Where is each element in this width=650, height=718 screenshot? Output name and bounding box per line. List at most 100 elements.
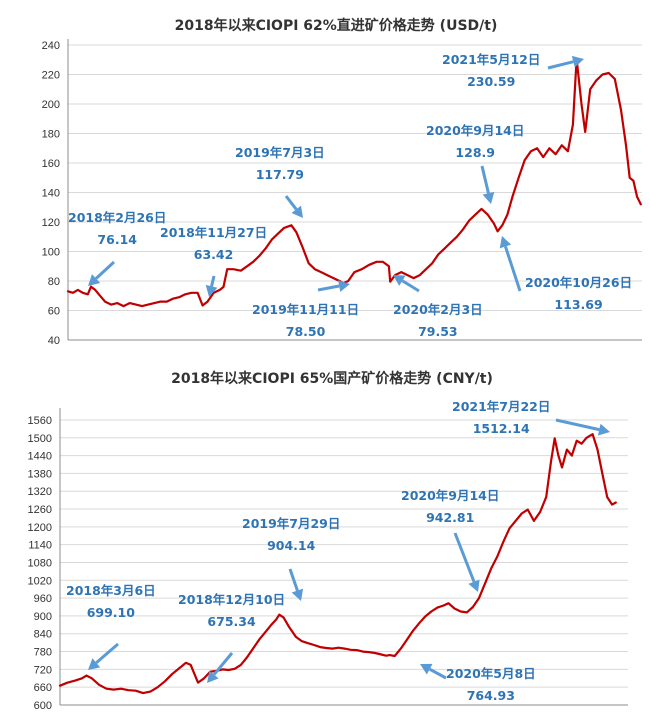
annotation-arrow (547, 60, 574, 70)
y-tick-label: 120 (42, 217, 60, 229)
annotation-arrow (317, 284, 340, 292)
chart-1: 2018年以来CIOPI 62%直进矿价格走势 (USD/t) 40 60 80 100… (42, 17, 642, 347)
annotation-arrowhead (420, 663, 433, 675)
y-tick-label: 1320 (28, 486, 52, 498)
annotation-arrow (284, 195, 298, 211)
price-series-line (58, 433, 617, 695)
chart-title: 2018年以来CIOPI 65%国产矿价格走势 (CNY/t) (171, 370, 493, 387)
annotation-arrowhead (338, 280, 350, 292)
annotation: 2020年9月14日 942.81 (401, 488, 499, 592)
y-tick-label: 780 (34, 647, 52, 659)
annotation: 2018年11月27日 63.42 (160, 225, 267, 297)
annotation-date: 2018年2月26日 (68, 210, 166, 225)
chart-2: 2018年以来CIOPI 65%国产矿价格走势 (CNY/t) 600 660 720… (28, 370, 628, 712)
annotation-date: 2019年7月29日 (242, 516, 340, 531)
annotation: 2018年3月6日 699.10 (66, 583, 156, 670)
y-tick-label: 1140 (28, 540, 52, 552)
annotation: 2019年7月3日 117.79 (235, 145, 325, 218)
annotation-value: 76.14 (97, 232, 137, 247)
annotation-arrow (288, 568, 299, 592)
annotation-arrowhead (393, 275, 406, 286)
y-tick-label: 1500 (28, 433, 52, 445)
annotation: 2020年5月8日 764.93 (420, 663, 536, 703)
annotation-arrowhead (291, 205, 303, 218)
annotation-arrowhead (88, 658, 101, 670)
annotation-arrow (428, 667, 447, 680)
annotation-arrowhead (597, 423, 610, 436)
annotation-date: 2020年9月14日 (426, 123, 524, 138)
annotation: 2020年2月3日 79.53 (393, 275, 483, 339)
annotation-arrow (210, 275, 216, 287)
annotation-date: 2019年11月11日 (252, 302, 359, 317)
annotation: 2021年7月22日 1512.14 (452, 399, 610, 436)
annotation-value: 942.81 (426, 510, 474, 525)
annotation-value: 117.79 (256, 167, 304, 182)
y-tick-label: 1200 (28, 522, 52, 534)
annotation-value: 128.9 (455, 145, 495, 160)
annotation-arrow (95, 260, 116, 280)
annotation-value: 113.69 (554, 297, 602, 312)
annotation-arrowhead (88, 274, 101, 286)
annotation-date: 2018年11月27日 (160, 225, 267, 240)
y-tick-label: 160 (42, 158, 60, 170)
annotation-date: 2020年10月26日 (525, 275, 632, 290)
y-tick-label: 660 (34, 682, 52, 694)
annotation: 2019年11月11日 78.50 (252, 280, 359, 339)
price-series-line (66, 57, 642, 308)
annotation-arrow (401, 279, 420, 293)
annotation-arrowhead (291, 588, 304, 601)
annotation-value: 79.53 (418, 324, 458, 339)
annotation-value: 675.34 (207, 614, 256, 629)
annotation-arrow (95, 642, 119, 664)
y-tick-label: 140 (42, 188, 60, 200)
y-tick-label: 840 (34, 629, 52, 641)
annotation-arrowhead (207, 670, 219, 683)
y-tick-label: 100 (42, 247, 60, 259)
annotation-arrow (555, 418, 600, 432)
annotation-value: 1512.14 (473, 421, 530, 436)
annotation: 2019年7月29日 904.14 (242, 516, 340, 601)
annotation-date: 2020年5月8日 (446, 666, 536, 681)
y-tick-label: 900 (34, 611, 52, 623)
annotation-value: 904.14 (267, 538, 316, 553)
annotation-arrow (503, 245, 522, 292)
annotation-arrowhead (499, 236, 512, 249)
annotation: 2020年10月26日 113.69 (499, 236, 632, 312)
annotation-value: 63.42 (194, 247, 234, 262)
annotation-date: 2021年7月22日 (452, 399, 550, 414)
annotation-arrowhead (482, 191, 495, 204)
y-tick-label: 240 (42, 40, 60, 52)
y-tick-label: 80 (48, 276, 60, 288)
annotation-arrow (212, 652, 234, 676)
y-tick-label: 180 (42, 129, 60, 141)
annotation-arrowhead (571, 55, 584, 68)
y-tick-label: 40 (48, 335, 60, 347)
y-tick-label: 1440 (28, 451, 52, 463)
annotation-date: 2020年9月14日 (401, 488, 499, 503)
y-tick-label: 1260 (28, 504, 52, 516)
annotation: 2020年9月14日 128.9 (426, 123, 524, 204)
annotation-value: 230.59 (467, 74, 515, 89)
y-tick-label: 1380 (28, 468, 52, 480)
annotation-arrowhead (468, 579, 480, 592)
y-tick-label: 720 (34, 664, 52, 676)
y-tick-label: 220 (42, 70, 60, 82)
annotation: 2018年2月26日 76.14 (68, 210, 166, 286)
chart-title: 2018年以来CIOPI 62%直进矿价格走势 (USD/t) (175, 17, 498, 34)
annotation-date: 2019年7月3日 (235, 145, 325, 160)
annotation-arrow (480, 165, 490, 194)
annotation-arrow (453, 532, 476, 583)
annotation-value: 699.10 (87, 605, 136, 620)
y-tick-label: 1080 (28, 557, 52, 569)
annotation-date: 2018年3月6日 (66, 583, 156, 598)
annotation: 2021年5月12日 230.59 (442, 52, 584, 89)
annotation-date: 2020年2月3日 (393, 302, 483, 317)
annotation-date: 2021年5月12日 (442, 52, 540, 67)
y-tick-label: 1020 (28, 575, 52, 587)
y-tick-label: 600 (34, 700, 52, 712)
y-tick-label: 200 (42, 99, 60, 111)
y-tick-label: 1560 (28, 415, 52, 427)
annotation-value: 764.93 (467, 688, 515, 703)
annotation-arrowhead (205, 284, 218, 297)
